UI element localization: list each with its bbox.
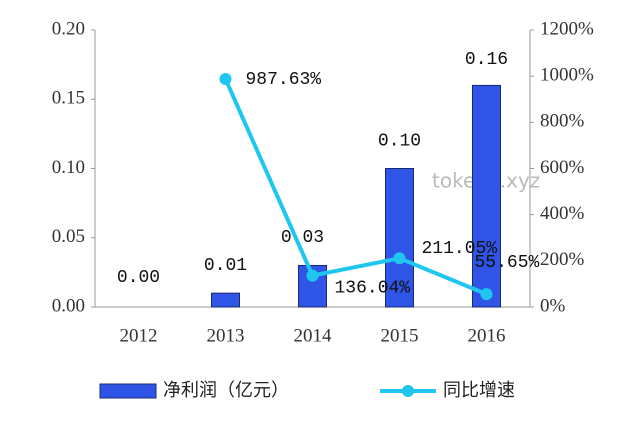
- x-tick-label: 2014: [294, 325, 333, 346]
- line-value-label: 211.05%: [422, 239, 498, 259]
- y-tick-label: 0.10: [52, 157, 85, 178]
- y2-tick-label: 0%: [540, 295, 566, 316]
- line-value-label: 136.04%: [335, 278, 411, 298]
- legend-label: 净利润（亿元）: [163, 380, 289, 401]
- line: [223, 78, 488, 297]
- line-marker: [219, 73, 232, 86]
- x-tick-label: 2012: [120, 325, 158, 346]
- line-value-label: 987.63%: [246, 70, 322, 90]
- bar-value-label: 0.01: [204, 256, 247, 276]
- y-tick-label: 0.15: [52, 88, 85, 109]
- bar-value-label: 0.03: [281, 228, 324, 248]
- bar-value-label: 0.10: [378, 131, 421, 151]
- line-value-label: 55.65%: [475, 253, 540, 273]
- y2-tick-label: 1000%: [540, 65, 594, 86]
- x-tick-label: 2016: [468, 325, 506, 346]
- line-marker: [306, 269, 319, 282]
- x-tick-label: 2013: [207, 325, 245, 346]
- x-tick-label: 2015: [381, 325, 419, 346]
- bar-value-label: 0.16: [465, 50, 508, 70]
- legend-marker: [402, 385, 414, 397]
- bar: [211, 292, 240, 308]
- y-tick-label: 0.20: [52, 18, 85, 39]
- line-marker: [393, 252, 406, 265]
- y-tick-label: 0.00: [52, 295, 85, 316]
- line-marker: [480, 288, 493, 301]
- legend-label: 同比增速: [443, 380, 515, 401]
- legend-swatch: [99, 383, 157, 399]
- bar: [472, 84, 501, 308]
- bar-value-label: 0.00: [117, 268, 160, 288]
- y-tick-label: 0.05: [52, 226, 85, 247]
- y2-tick-label: 600%: [540, 157, 585, 178]
- y2-tick-label: 800%: [540, 111, 585, 132]
- bar: [385, 168, 414, 308]
- y2-tick-label: 1200%: [540, 18, 594, 39]
- y2-tick-label: 200%: [540, 249, 585, 270]
- y2-tick-label: 400%: [540, 203, 585, 224]
